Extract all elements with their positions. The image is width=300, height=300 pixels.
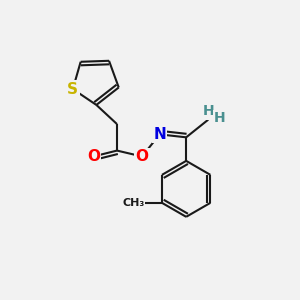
Text: CH₃: CH₃	[122, 198, 145, 208]
Text: N: N	[153, 127, 166, 142]
Text: H: H	[214, 111, 225, 125]
Text: S: S	[67, 82, 78, 97]
Text: O: O	[136, 149, 148, 164]
Text: O: O	[87, 149, 100, 164]
Text: H: H	[202, 104, 214, 118]
